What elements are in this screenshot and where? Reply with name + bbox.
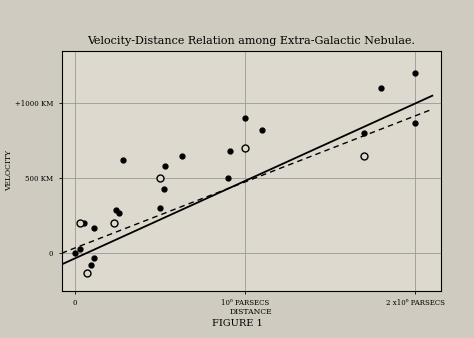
Y-axis label: VELOCITY: VELOCITY (6, 150, 14, 191)
Text: FIGURE 1: FIGURE 1 (211, 319, 263, 328)
Title: Velocity-Distance Relation among Extra-Galactic Nebulae.: Velocity-Distance Relation among Extra-G… (87, 36, 415, 46)
X-axis label: DISTANCE: DISTANCE (230, 308, 273, 316)
